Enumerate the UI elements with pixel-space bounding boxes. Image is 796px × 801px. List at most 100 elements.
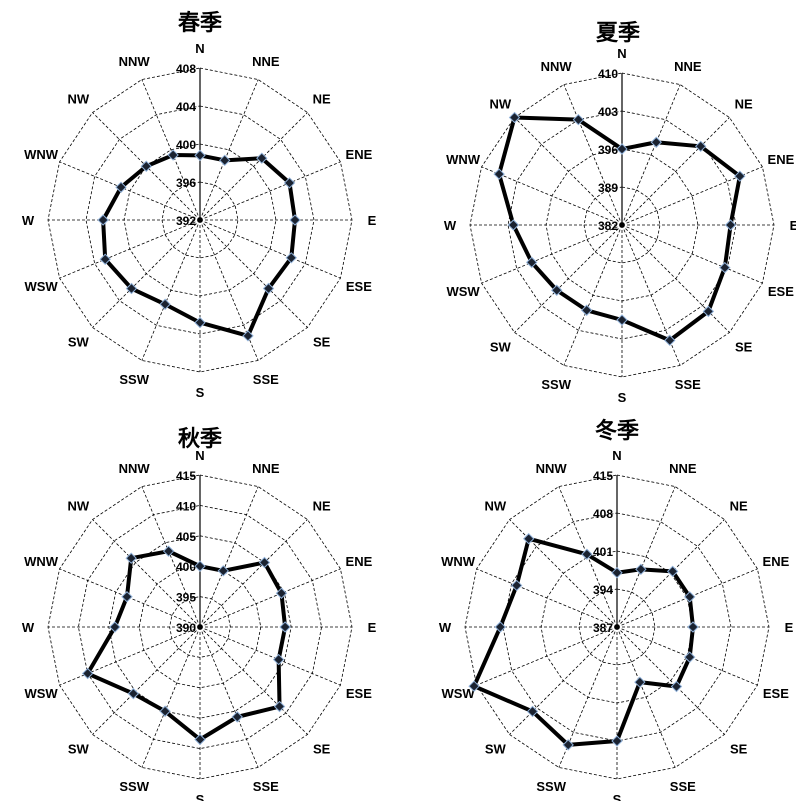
axis-spoke [616,626,676,768]
direction-label: NE [313,91,331,106]
direction-label: W [22,213,35,228]
axis-spoke [563,224,623,366]
axis-spoke [563,84,623,226]
data-point-marker [285,252,297,264]
direction-label: E [368,620,377,635]
direction-label: SSW [119,372,149,387]
axis-spoke [509,626,618,735]
data-point-marker [719,261,731,274]
direction-label: ESE [346,686,372,701]
direction-label: W [439,620,452,635]
direction-label: SW [68,335,90,350]
data-point-marker [616,314,628,326]
data-point-marker [231,711,243,723]
axis-spoke [141,219,201,361]
radial-tick-label: 400 [176,138,196,152]
radial-tick-label: 410 [176,499,196,513]
grid-ring [138,565,262,689]
direction-label: NW [485,498,507,513]
direction-label: NNE [674,59,702,74]
axis-spoke [59,219,201,279]
radial-tick-label: 396 [598,143,618,157]
direction-label: SW [490,340,512,355]
data-point-marker [242,330,254,342]
direction-label: N [195,41,204,56]
axis-spoke [141,626,201,768]
direction-label: WNW [24,147,59,162]
data-point-marker [219,154,231,167]
direction-label: SW [68,742,90,757]
axis-spoke [199,219,341,279]
direction-label: WNW [24,554,59,569]
axis-spoke [199,568,341,628]
direction-label: ENE [346,554,373,569]
direction-label: WSW [446,284,480,299]
direction-label: NE [735,96,753,111]
data-point-marker [580,304,593,316]
data-point-marker [272,653,285,666]
chart-title: 春季 [178,11,222,36]
data-point-marker [493,168,505,180]
axis-spoke [92,519,201,628]
axis-spoke [199,79,259,221]
data-point-marker [194,316,206,329]
data-point-marker [551,284,563,296]
direction-label: SE [730,742,748,757]
radial-tick-label: 392 [176,214,196,228]
direction-label: NE [313,498,331,513]
data-point-marker [159,705,171,717]
chart-title: 秋季 [178,427,222,452]
data-point-marker [279,621,291,633]
center-point [619,222,625,228]
grid-ring [578,588,656,666]
direction-label: S [196,792,205,801]
radar-chart-summer: 夏季 382 389 396 403 410 N NNE NE ENE E ESE SE SSE S SSW S… [444,21,796,405]
direction-label: SSE [670,779,696,794]
axis-spoke [616,626,725,735]
data-point-marker [121,591,133,603]
direction-label: W [444,218,457,233]
axis-spoke [514,224,623,333]
axis-spoke [59,626,201,686]
radar-chart-spring: 春季 392 396 400 404 408 N NNE NE ENE E ESE SE SSE S SSW S… [22,11,377,400]
axis-spoke [141,486,201,628]
grid-ring [47,474,353,780]
radar-chart-autumn: 秋季390395400405410415NNNENEENEEESESESSESS… [22,427,377,801]
data-point-marker [275,587,288,599]
data-point-marker [611,567,623,579]
direction-label: ESE [346,279,372,294]
data-point-marker [194,733,206,746]
direction-label: SSE [253,372,279,387]
grid-ring [85,105,315,335]
direction-label: WNW [441,554,476,569]
data-point-marker [289,214,301,226]
data-point-marker [664,334,676,347]
direction-label: WSW [441,686,475,701]
data-point-marker [125,282,138,295]
direction-label: ENE [768,152,795,167]
direction-label: NNE [252,54,280,69]
data-point-marker [526,256,538,269]
direction-label: SE [313,335,331,350]
grid-ring [469,72,775,378]
data-point-marker [217,565,229,577]
direction-label: ENE [346,147,373,162]
data-point-marker [99,253,111,265]
grid-ring [583,186,661,264]
series-line [85,549,288,742]
data-point-marker [572,113,585,126]
direction-label: E [368,213,377,228]
data-point-marker [611,735,623,747]
data-point-marker [635,563,647,576]
data-point-marker [140,160,152,172]
direction-label: NW [68,91,90,106]
direction-label: SE [313,742,331,757]
series-line [472,536,695,747]
axis-spoke [509,519,618,628]
axis-spoke [616,486,676,628]
data-point-marker [634,676,646,688]
grid-ring [161,181,239,259]
axis-spoke [199,112,308,221]
data-point-marker [507,219,520,231]
direction-label: N [195,448,204,463]
